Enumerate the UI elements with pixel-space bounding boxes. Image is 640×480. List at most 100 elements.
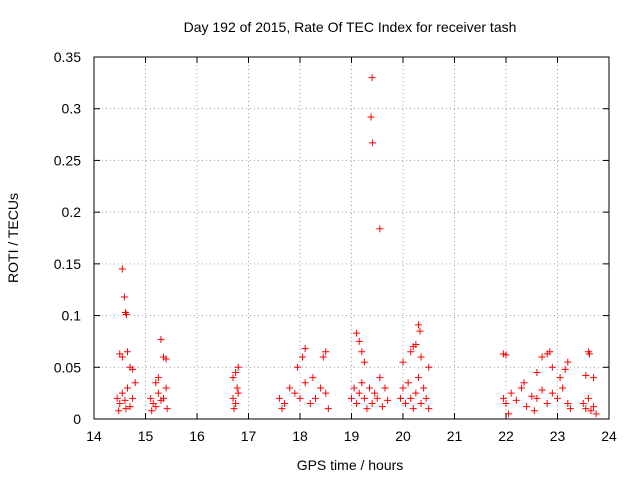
data-point [590, 403, 598, 411]
data-point [118, 265, 126, 273]
x-tick-label: 15 [138, 428, 154, 444]
data-point [148, 407, 156, 415]
data-point [584, 394, 592, 402]
data-point [376, 374, 384, 382]
data-point [115, 407, 123, 415]
data-point [373, 394, 381, 402]
data-point [123, 384, 131, 392]
data-point [286, 384, 294, 392]
data-point [366, 384, 374, 392]
data-point [131, 379, 139, 387]
y-tick-label: 0.1 [62, 308, 82, 324]
plot-frame [93, 56, 610, 420]
data-point [371, 389, 379, 397]
data-point [163, 405, 171, 413]
data-point [301, 379, 309, 387]
x-tick-label: 23 [550, 428, 566, 444]
data-point [399, 358, 407, 366]
data-point [160, 394, 168, 402]
data-point [234, 363, 242, 371]
data-point [561, 365, 569, 373]
data-point [543, 399, 551, 407]
data-point [122, 405, 130, 413]
data-point [404, 379, 412, 387]
data-point [120, 293, 128, 301]
data-point [554, 394, 561, 402]
data-point [520, 379, 528, 387]
data-point [121, 396, 129, 404]
data-point [416, 327, 424, 335]
data-point [118, 353, 126, 361]
data-point [579, 399, 587, 407]
data-point [566, 405, 574, 413]
data-point [281, 399, 289, 407]
x-tick-label: 22 [498, 428, 514, 444]
data-point [528, 392, 536, 400]
y-tick-label: 0.2 [62, 204, 82, 220]
data-point [275, 394, 283, 402]
data-point [355, 337, 363, 345]
data-point [548, 363, 556, 371]
data-point [350, 384, 358, 392]
data-point [417, 353, 425, 361]
data-point [533, 394, 541, 402]
data-point [512, 396, 520, 404]
data-point [157, 335, 165, 343]
data-point [384, 396, 392, 404]
data-point [353, 399, 361, 407]
y-tick-label: 0.35 [54, 49, 81, 65]
data-point [319, 353, 327, 361]
data-point [533, 368, 541, 376]
chart-title: Day 192 of 2015, Rate Of TEC Index for r… [184, 19, 517, 35]
data-point [367, 113, 375, 121]
data-point [499, 394, 507, 402]
data-point [232, 399, 240, 407]
data-point [229, 394, 237, 402]
data-point [414, 374, 422, 382]
data-point [309, 374, 317, 382]
y-axis-title: ROTI / TECUs [5, 193, 21, 283]
data-point [296, 394, 304, 402]
y-tick-label: 0.25 [54, 152, 81, 168]
data-point [301, 345, 309, 353]
data-point [412, 389, 420, 397]
data-point [564, 399, 572, 407]
data-point [355, 389, 363, 397]
data-point [396, 394, 404, 402]
data-point [122, 311, 130, 319]
data-point [369, 139, 377, 147]
data-point [147, 394, 155, 402]
data-point [116, 399, 124, 407]
data-point [538, 353, 546, 361]
x-axis-title: GPS time / hours [297, 457, 404, 473]
data-point [299, 353, 307, 361]
data-point [425, 405, 433, 413]
data-point [538, 386, 546, 394]
data-point [502, 399, 510, 407]
data-point [358, 348, 366, 356]
x-tick-label: 21 [447, 428, 463, 444]
x-tick-label: 16 [189, 428, 205, 444]
data-point [517, 384, 525, 392]
data-point [311, 394, 319, 402]
data-points [113, 74, 600, 418]
data-point [420, 384, 428, 392]
data-point [306, 399, 314, 407]
data-point [118, 389, 126, 397]
data-point [425, 363, 433, 371]
data-point [278, 405, 286, 413]
data-point [324, 405, 332, 413]
data-point [376, 225, 384, 233]
x-tick-label: 18 [292, 428, 308, 444]
data-point [154, 374, 162, 382]
data-point [523, 403, 531, 411]
data-point [592, 410, 600, 418]
data-point [505, 410, 513, 418]
data-point [126, 403, 134, 411]
data-point [152, 403, 160, 411]
data-point [556, 374, 564, 382]
y-tick-label: 0.3 [62, 101, 82, 117]
data-point [368, 74, 376, 82]
data-point [548, 389, 556, 397]
data-point [582, 372, 590, 380]
